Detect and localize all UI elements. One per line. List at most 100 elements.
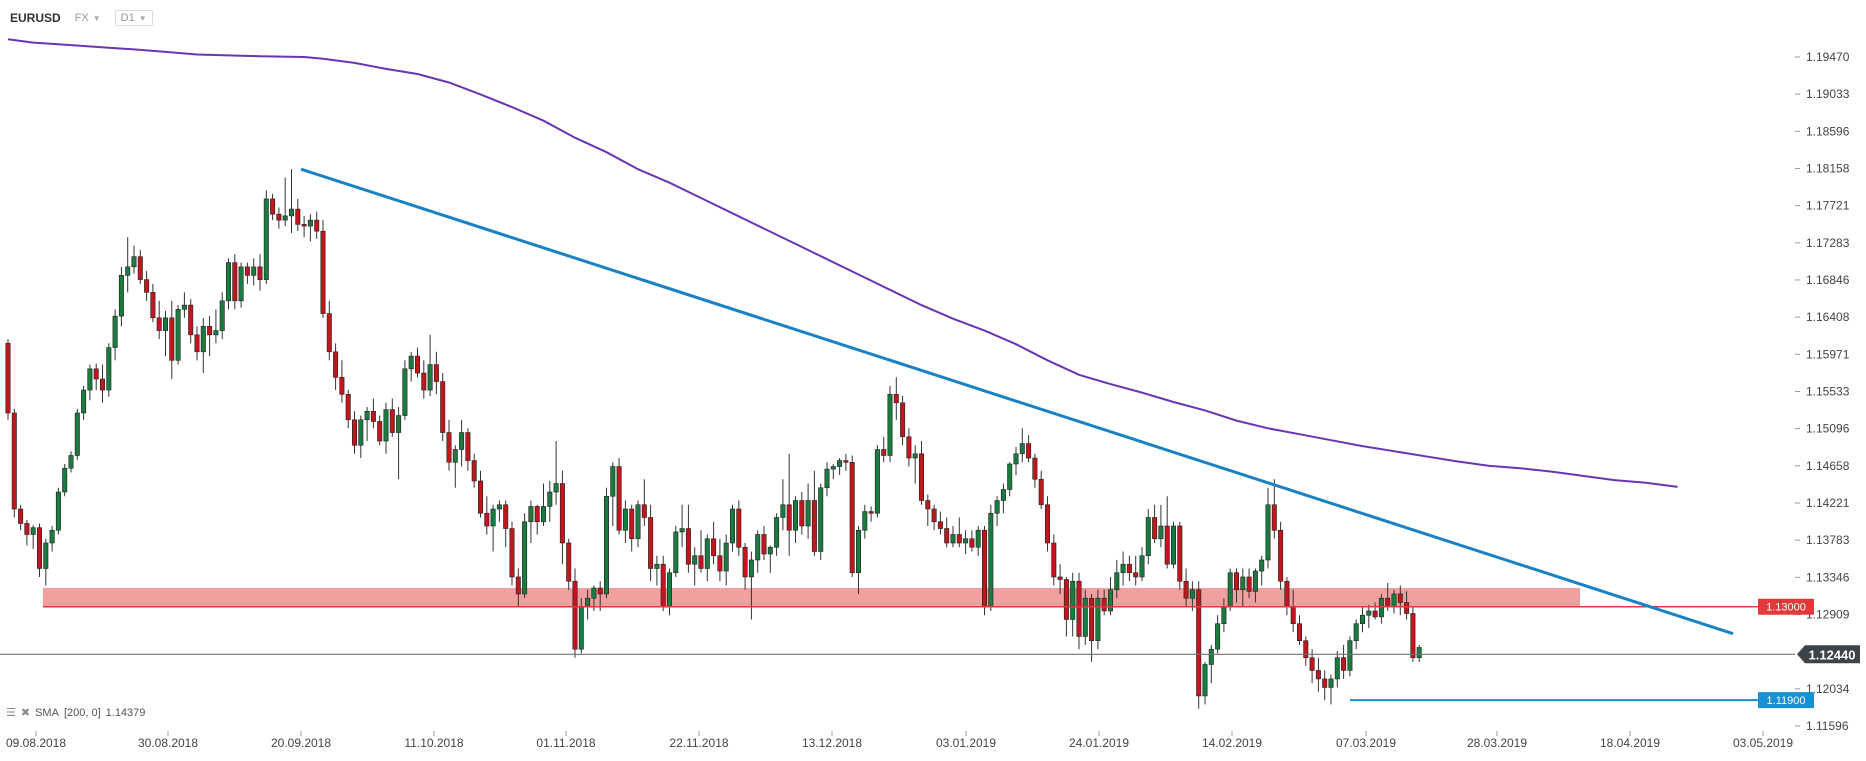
candle-body: [843, 460, 849, 463]
candle: [389, 398, 395, 437]
candle-body: [881, 449, 887, 456]
candle-body: [459, 432, 465, 450]
resistance-zone: [43, 588, 1580, 607]
candle: [805, 483, 811, 539]
candle: [131, 245, 137, 274]
candle: [673, 525, 679, 577]
candle-body: [1378, 597, 1384, 618]
candle: [641, 479, 647, 526]
timeframe-selector[interactable]: D1 ▼: [114, 10, 153, 26]
candle-body: [534, 506, 540, 523]
resistance-badge: 1.13000: [1758, 598, 1814, 615]
candle-body: [477, 480, 483, 514]
candle-body: [1410, 613, 1416, 658]
candle-body: [452, 449, 458, 463]
candle-body: [1126, 563, 1132, 574]
market-selector[interactable]: FX ▼: [75, 12, 101, 24]
candle: [459, 419, 465, 467]
candle-body: [1026, 443, 1032, 459]
candle: [1404, 591, 1410, 620]
candle: [874, 445, 880, 518]
candle: [918, 441, 924, 505]
candle: [1278, 521, 1284, 590]
candle-body: [1177, 525, 1183, 582]
candle-body: [944, 528, 950, 544]
candle-body: [1133, 572, 1139, 578]
candle: [1057, 564, 1063, 594]
x-tick-label: 28.03.2019: [1467, 736, 1527, 750]
candle: [49, 525, 55, 552]
candle-body: [603, 495, 609, 595]
candle: [1139, 547, 1145, 582]
candle-body: [1284, 580, 1290, 608]
candle-body: [408, 355, 414, 370]
candle-body: [1259, 559, 1265, 572]
candle-body: [471, 460, 477, 482]
candle: [106, 343, 112, 397]
candle-body: [301, 224, 307, 227]
candle-body: [1007, 463, 1013, 490]
candle-body: [414, 355, 420, 374]
candle-body: [24, 523, 30, 535]
x-tick-label: 22.11.2018: [669, 736, 728, 750]
candle-body: [226, 262, 232, 302]
close-icon[interactable]: ✖: [20, 707, 31, 719]
candle: [837, 458, 843, 476]
candle: [383, 402, 389, 454]
candle-body: [1208, 648, 1214, 665]
candle-body: [648, 517, 654, 569]
candle: [572, 568, 578, 658]
candle: [181, 292, 187, 318]
candle: [232, 254, 238, 310]
candle-body: [1240, 576, 1246, 591]
candle: [36, 523, 42, 577]
candle: [786, 453, 792, 556]
candle-body: [509, 528, 515, 578]
candle: [553, 441, 559, 505]
candle-body: [1051, 542, 1057, 578]
indicator-legend: ☰ ✖ SMA [200, 0] 1.14379: [6, 706, 145, 720]
candle: [855, 525, 861, 594]
trend-line[interactable]: [300, 167, 1734, 636]
candle-body: [402, 368, 408, 416]
candle: [1297, 615, 1303, 645]
candle-body: [68, 455, 74, 469]
candle: [43, 538, 49, 586]
candle-body: [396, 415, 402, 433]
candle-body: [1202, 664, 1208, 697]
candle: [1120, 551, 1126, 586]
candle-body: [717, 555, 723, 572]
candle-body: [1297, 623, 1303, 641]
settings-icon[interactable]: ☰: [6, 707, 16, 719]
candle-body: [1246, 576, 1252, 592]
candle-body: [698, 555, 704, 569]
candle: [1101, 589, 1107, 616]
candle-body: [314, 219, 320, 232]
candle-body: [125, 266, 131, 276]
candle: [1234, 568, 1240, 603]
candle: [509, 521, 515, 586]
candle-body: [433, 364, 439, 382]
candle: [295, 198, 301, 232]
candle: [477, 470, 483, 518]
y-tick-label: 1.14658: [1806, 459, 1850, 473]
y-tick-label: 1.19033: [1806, 87, 1850, 101]
candle: [1026, 435, 1032, 463]
candle-body: [692, 555, 698, 565]
candle: [666, 568, 672, 616]
candle-body: [679, 528, 685, 533]
candle-body: [981, 529, 987, 608]
candle-body: [1385, 597, 1391, 608]
candle: [503, 500, 509, 548]
candle: [270, 193, 276, 221]
candle: [1019, 428, 1025, 463]
candle-body: [1108, 589, 1114, 612]
symbol-label[interactable]: EURUSD: [10, 11, 61, 25]
y-tick-label: 1.12034: [1806, 682, 1850, 696]
candle-body: [622, 508, 628, 531]
candle: [1227, 568, 1233, 611]
candle-body: [1196, 589, 1202, 697]
candle: [931, 504, 937, 531]
